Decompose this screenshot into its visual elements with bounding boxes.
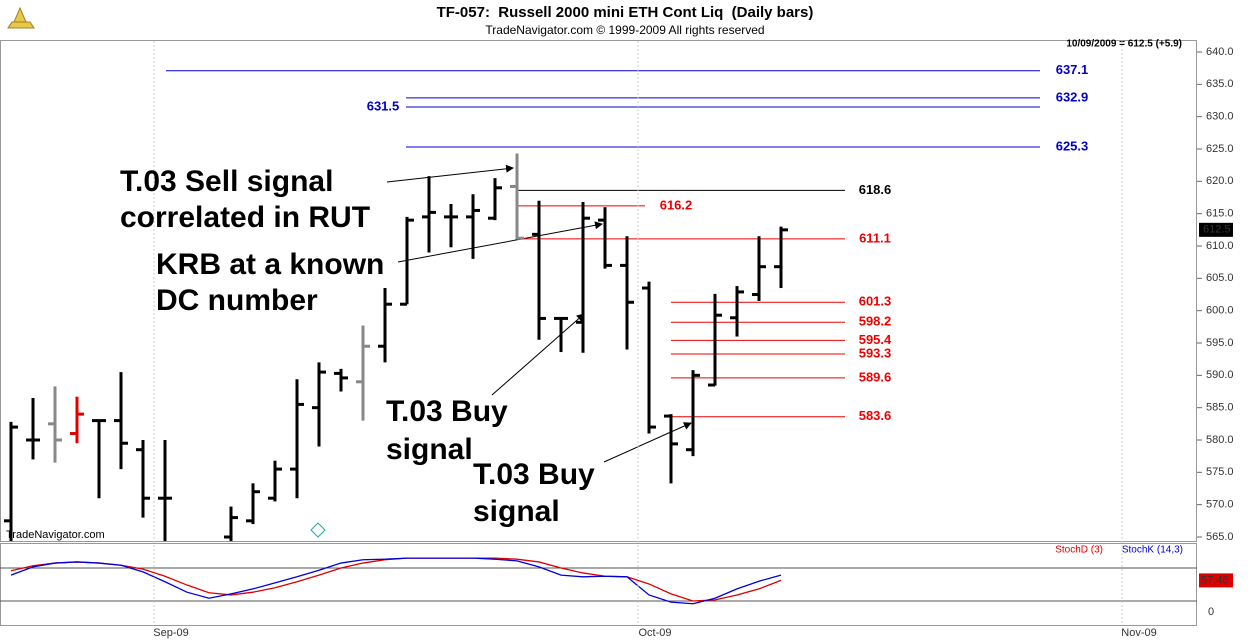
level-label: 631.5: [367, 98, 400, 113]
y-tick-label: 635.0: [1206, 78, 1234, 90]
level-label: 601.3: [859, 294, 892, 309]
stoch-line: [10, 557, 782, 605]
overlay: 565.0 570.0 575.0 580.0 585.0 590.0 595.0 600.0…: [120, 41, 1234, 639]
price-panel: [0, 40, 1197, 542]
level-label: 616.2: [660, 197, 693, 212]
level-label: 632.9: [1056, 89, 1089, 104]
info-label: 10/09/2009 = 612.5 (+5.9): [1066, 39, 1182, 50]
last-price-tag: [1199, 222, 1233, 237]
annotation: signal: [473, 495, 560, 528]
level-label: 593.3: [859, 345, 892, 360]
annotation: KRB at a known: [156, 248, 384, 281]
y-tick-label: 570.0: [1206, 499, 1234, 511]
y-tick-label: 565.0: [1206, 531, 1234, 543]
y-tick-label: 605.0: [1206, 272, 1234, 284]
annotation: T.03 Buy: [386, 395, 508, 428]
level-label: 625.3: [1056, 138, 1089, 153]
legend-entry: StochD (3): [1055, 545, 1103, 556]
y-tick-label: 600.0: [1206, 305, 1234, 317]
y-tick-label: 0: [1208, 606, 1214, 618]
stoch-panel: [0, 543, 1197, 626]
y-tick-label: 625.0: [1206, 143, 1234, 155]
level-label: 611.1: [859, 230, 891, 245]
stoch-tag: [1199, 573, 1233, 588]
annotation: DC number: [156, 284, 318, 317]
stoch-tag-label: 57.46: [1201, 574, 1229, 586]
x-tick-label: Sep-09: [153, 627, 188, 639]
x-tick-label: Nov-09: [1121, 627, 1156, 639]
y-tick-label: 590.0: [1206, 369, 1234, 381]
level-label: 637.1: [1056, 62, 1089, 77]
annotation: T.03 Buy: [473, 458, 595, 491]
y-tick-label: 580.0: [1206, 434, 1234, 446]
price-plot: [4, 70, 1040, 541]
r-marker: [310, 522, 326, 538]
y-tick-label: 575.0: [1206, 466, 1234, 478]
y-tick-label: 630.0: [1206, 111, 1234, 123]
level-label: 598.2: [859, 314, 892, 329]
y-tick-label: 615.0: [1206, 208, 1234, 220]
stoch-plot: [0, 557, 1197, 605]
annotation: T.03 Sell signal: [120, 165, 333, 198]
chart-title: TF-057: Russell 2000 mini ETH Cont Liq (…: [437, 4, 814, 21]
y-tick-label: 595.0: [1206, 337, 1234, 349]
level-label: 595.4: [859, 332, 892, 347]
logo: [7, 6, 35, 29]
level-label: 583.6: [859, 408, 892, 423]
x-tick-label: Oct-09: [638, 627, 671, 639]
level-label: 618.6: [859, 182, 892, 197]
y-tick-label: 640.0: [1206, 46, 1234, 58]
legend-entry: StochK (14,3): [1122, 545, 1183, 556]
y-tick-label: 610.0: [1206, 240, 1234, 252]
annotation: correlated in RUT: [120, 201, 370, 234]
level-label: 589.6: [859, 369, 892, 384]
last-price-label: 612.5: [1203, 224, 1231, 236]
watermark: TradeNavigator.com: [6, 529, 105, 541]
y-tick-label: 620.0: [1206, 175, 1234, 187]
chart-subtitle: TradeNavigator.com © 1999-2009 All right…: [485, 23, 764, 37]
y-tick-label: 585.0: [1206, 402, 1234, 414]
arrows: [386, 164, 692, 463]
annotation: signal: [386, 433, 473, 466]
